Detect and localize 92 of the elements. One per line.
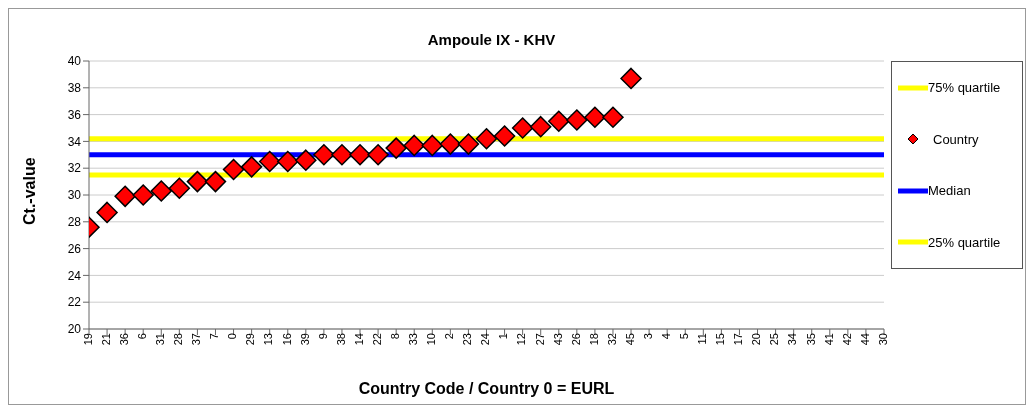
point [475,127,498,150]
point [439,133,462,155]
x-tick-label: 8 [388,333,401,340]
y-tick-label: 22 [67,295,82,310]
y-tick-label: 34 [67,134,82,149]
point [258,150,281,173]
x-tick-label: 18 [587,333,600,346]
x-tick-label: 7 [208,333,221,340]
x-tick-label: 42 [840,333,853,346]
x-tick-label: 23 [461,333,474,346]
x-axis-title: Country Code / Country 0 = EURL [358,380,615,397]
x-tick-label: 44 [858,333,871,346]
point [403,134,425,157]
x-tick-label: 2 [443,333,456,340]
point [204,170,227,193]
x-tick-label: 30 [876,333,889,346]
x-tick-label: 31 [154,333,167,346]
point [114,185,136,208]
point [457,133,480,155]
x-tick-label: 19 [81,333,94,346]
x-tick-label: 25 [768,333,781,346]
x-tick-label: 27 [533,333,546,346]
x-tick-label: 13 [262,333,275,346]
x-tick-label: 41 [822,333,835,346]
legend-label: Median [928,183,971,199]
x-tick-label: 34 [786,333,799,346]
point [295,149,317,171]
point [529,115,552,138]
point [150,180,173,202]
point [421,134,444,157]
chart-title: Ampoule IX - KHV [426,31,557,48]
point [620,67,642,90]
x-tick-label: 1 [497,333,510,340]
x-tick-label: 24 [479,333,492,346]
point [385,137,407,159]
legend-label: Country [933,131,979,147]
x-tick-label: 9 [316,333,329,340]
y-tick-label: 30 [67,188,82,203]
legend-label: 75% quartile [928,80,1001,96]
x-tick-label: 6 [136,333,149,340]
point [168,177,191,200]
point [493,125,516,147]
x-tick-label: 3 [641,333,654,340]
point [240,156,263,178]
x-tick-label: 28 [172,333,185,346]
x-tick-label: 15 [714,333,727,346]
point [511,117,534,139]
x-tick-label: 16 [280,333,293,346]
point [277,150,299,173]
point [566,109,588,131]
x-tick-label: 14 [352,333,365,346]
x-tick-label: 21 [99,333,112,346]
x-tick-label: 4 [659,333,672,340]
point [602,106,624,129]
x-tick-label: 17 [732,333,745,346]
point [96,201,118,224]
x-tick-label: 33 [407,333,420,346]
x-tick-label: 22 [370,333,383,346]
x-tick-label: 11 [696,333,709,345]
y-axis-title: Ct.-value [20,157,38,225]
x-tick-label: 43 [551,333,564,346]
x-tick-label: 29 [244,333,257,346]
x-tick-label: 35 [804,333,817,346]
point [313,144,335,166]
x-tick-label: 32 [605,333,618,346]
x-tick-label: 36 [117,333,130,346]
point [548,110,570,133]
y-tick-label: 38 [67,81,82,96]
y-tick-label: 28 [67,215,82,230]
y-tick-label: 40 [67,54,82,69]
y-tick-label: 24 [67,268,82,283]
x-tick-label: 26 [569,333,582,346]
x-tick-label: 37 [190,333,203,346]
point [349,144,371,166]
y-tick-label: 32 [67,161,82,176]
x-tick-label: 38 [334,333,347,346]
legend-label: 25% quartile [928,234,1001,250]
point [132,184,154,206]
point [584,106,606,129]
x-tick-label: 12 [515,333,528,346]
point [222,158,245,181]
point [331,144,353,166]
x-tick-label: 10 [425,333,438,346]
point [367,144,389,166]
x-tick-label: 5 [678,333,691,340]
y-tick-label: 26 [67,241,82,256]
y-tick-label: 36 [67,107,82,122]
x-tick-label: 45 [623,333,636,346]
x-tick-label: 20 [750,333,763,346]
x-tick-label: 0 [226,333,239,340]
x-tick-label: 39 [298,333,311,346]
point [186,170,209,193]
